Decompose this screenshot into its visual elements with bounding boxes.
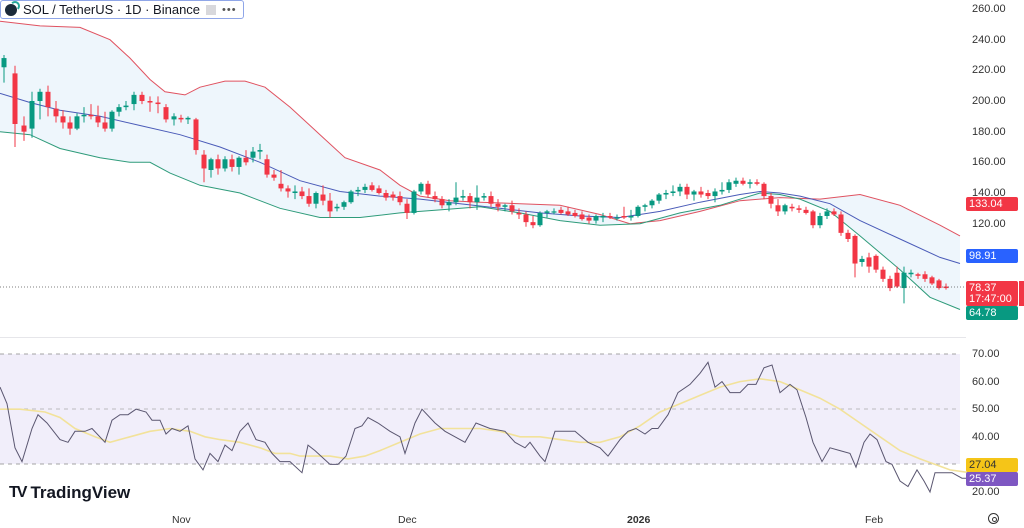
tradingview-mark-icon: TV — [9, 484, 28, 501]
rsi-axis-label: 60.00 — [972, 375, 1000, 388]
last-price-tag: 78.37 17:47:00 — [966, 281, 1018, 306]
time-axis-label: Nov — [172, 514, 191, 526]
rsi-axis-label: 20.00 — [972, 486, 1000, 498]
middle-band-tag: 98.91 — [966, 249, 1018, 263]
settings-gear-icon[interactable] — [988, 513, 999, 524]
rsi-axis-label: 70.00 — [972, 348, 1000, 360]
bollinger-band-fill — [0, 21, 960, 310]
time-axis-label: Feb — [865, 514, 884, 526]
rsi-series — [0, 361, 971, 494]
upper-band-tag: 133.04 — [966, 197, 1018, 211]
rsi-value-tag: 25.37 — [966, 472, 1018, 486]
bollinger-band-lines — [0, 20, 961, 310]
symbol-legend[interactable]: SOL / TetherUS · 1D · Binance ••• — [0, 0, 244, 19]
bar-countdown: 17:47:00 — [969, 293, 1012, 305]
tradingview-logo[interactable]: TV TradingView — [9, 483, 130, 503]
time-axis-label: 2026 — [627, 514, 651, 526]
flag-icon[interactable] — [206, 4, 217, 15]
price-axis-label: 140.00 — [972, 186, 1006, 199]
price-axis-label: 200.00 — [972, 94, 1006, 107]
rsi-axis-label: 40.00 — [972, 430, 1000, 443]
last-price-value: 78.37 — [969, 282, 997, 294]
lower-band-tag: 64.78 — [966, 306, 1018, 320]
tradingview-wordmark: TradingView — [30, 483, 131, 502]
symbol-title: SOL / TetherUS · 1D · Binance — [23, 2, 201, 17]
candlestick-series — [1, 54, 949, 304]
price-axis-label: 160.00 — [972, 156, 1006, 169]
ellipsis-icon[interactable]: ••• — [222, 3, 237, 16]
price-axis-label: 260.00 — [972, 3, 1006, 15]
price-axis-label: 120.00 — [972, 217, 1006, 230]
last-price-tag-edge — [1019, 281, 1024, 306]
rsi-ma-tag: 27.04 — [966, 458, 1018, 472]
time-axis-label: Dec — [398, 514, 417, 526]
rsi-axis-label: 50.00 — [972, 403, 1000, 416]
price-axis-label: 180.00 — [972, 125, 1006, 138]
solana-logo-icon — [5, 0, 20, 16]
price-axis-label: 240.00 — [972, 33, 1006, 46]
price-axis-label: 220.00 — [972, 64, 1006, 77]
